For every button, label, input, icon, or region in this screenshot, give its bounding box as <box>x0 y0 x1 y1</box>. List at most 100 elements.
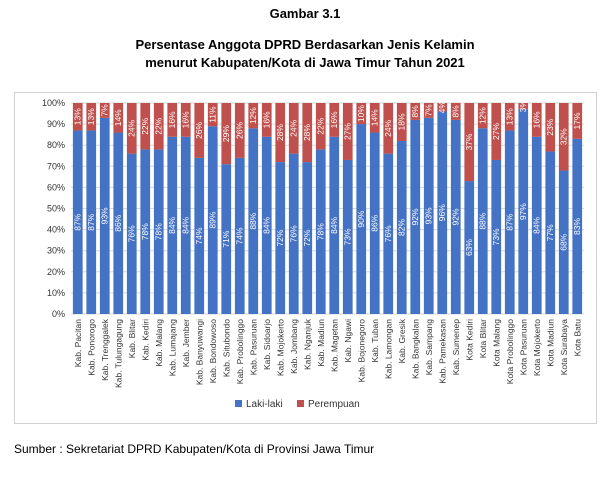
data-label-perempuan: 7% <box>424 104 434 117</box>
legend-label-perempuan: Perempuan <box>308 399 360 410</box>
bar-laki-laki <box>450 119 461 314</box>
bar-laki-laki <box>329 136 340 314</box>
data-label-perempuan: 16% <box>329 111 339 128</box>
bar-perempuan <box>99 103 110 118</box>
bar-perempuan <box>288 103 299 154</box>
bar-perempuan <box>477 103 488 129</box>
bar-perempuan <box>356 103 367 125</box>
bar-laki-laki <box>545 151 556 314</box>
bar-perempuan <box>383 103 394 154</box>
data-label-perempuan: 29% <box>221 125 231 142</box>
data-label-perempuan: 27% <box>491 123 501 140</box>
bar-laki-laki <box>140 149 151 314</box>
bar-laki-laki <box>234 157 245 314</box>
data-label-laki-laki: 76% <box>383 225 393 242</box>
bar-laki-laki <box>275 162 286 314</box>
bar-laki-laki <box>302 162 313 314</box>
y-tick-label: 100% <box>42 98 65 108</box>
data-label-perempuan: 22% <box>154 117 164 134</box>
bar-perempuan <box>423 103 434 118</box>
bar-perempuan <box>315 103 326 150</box>
data-label-perempuan: 16% <box>167 111 177 128</box>
data-label-perempuan: 16% <box>262 111 272 128</box>
bar-laki-laki <box>315 149 326 314</box>
chart-title-line-1: Persentase Anggota DPRD Berdasarkan Jeni… <box>135 37 475 52</box>
data-label-laki-laki: 86% <box>113 214 123 231</box>
data-label-laki-laki: 74% <box>194 227 204 244</box>
data-label-laki-laki: 72% <box>302 229 312 246</box>
bar-laki-laki <box>464 181 475 314</box>
bar-laki-laki <box>113 132 124 314</box>
data-label-laki-laki: 87% <box>505 213 515 230</box>
data-label-perempuan: 37% <box>464 133 474 150</box>
y-tick-label: 20% <box>47 267 65 277</box>
bar-laki-laki <box>72 130 83 314</box>
bar-perempuan <box>342 103 353 160</box>
bar-perempuan <box>248 103 259 129</box>
data-label-laki-laki: 93% <box>100 207 110 224</box>
bar-laki-laki <box>558 170 569 314</box>
bar-laki-laki <box>504 130 515 314</box>
data-label-perempuan: 7% <box>100 104 110 117</box>
data-label-laki-laki: 84% <box>262 216 272 233</box>
bar-laki-laki <box>153 149 164 314</box>
x-tick-label: Kab. Bondowoso <box>208 319 218 384</box>
data-label-perempuan: 26% <box>194 121 204 138</box>
data-label-laki-laki: 84% <box>181 216 191 233</box>
bar-perempuan <box>545 103 556 152</box>
data-label-perempuan: 3% <box>518 100 528 113</box>
figure-label: Gambar 3.1 <box>269 6 341 21</box>
bar-perempuan <box>275 103 286 163</box>
bar-laki-laki <box>207 126 218 315</box>
data-label-laki-laki: 78% <box>154 223 164 240</box>
data-label-laki-laki: 90% <box>356 210 366 227</box>
bar-perempuan <box>234 103 245 158</box>
bar-laki-laki <box>518 109 529 314</box>
data-label-perempuan: 12% <box>478 107 488 124</box>
x-tick-label: Kab. Pasuruan <box>248 319 258 376</box>
x-tick-label: Kab. Malang <box>154 319 164 367</box>
y-tick-label: 10% <box>47 288 65 298</box>
source-note: Sumber : Sekretariat DPRD Kabupaten/Kota… <box>14 442 375 456</box>
x-tick-label: Kab. Tulungagung <box>113 319 123 388</box>
data-label-laki-laki: 84% <box>329 216 339 233</box>
data-label-perempuan: 13% <box>73 108 83 125</box>
x-tick-label: Kab. Magetan <box>329 319 339 372</box>
x-tick-label: Kab. Probolinggo <box>235 319 245 384</box>
stacked-bar-chart: 0% 10% 20% 30% 40% 50% 60% 70% 80% 90% 100% 87% 13% K… <box>42 98 584 410</box>
data-label-laki-laki: 82% <box>397 219 407 236</box>
data-label-laki-laki: 73% <box>343 228 353 245</box>
data-label-laki-laki: 84% <box>167 216 177 233</box>
bar-laki-laki <box>261 136 272 314</box>
x-tick-label: Kota Pasuruan <box>518 319 528 376</box>
data-label-perempuan: 28% <box>302 124 312 141</box>
bar-perempuan <box>491 103 502 160</box>
bar-perempuan <box>167 103 178 137</box>
data-label-perempuan: 14% <box>113 109 123 126</box>
x-tick-label: Kab. Jombang <box>289 319 299 374</box>
x-tick-label: Kab. Bojonegoro <box>356 319 366 383</box>
bar-perempuan <box>180 103 191 137</box>
chart-title-line-2: menurut Kabupaten/Kota di Jawa Timur Tah… <box>145 55 465 70</box>
data-label-laki-laki: 83% <box>572 217 582 234</box>
data-label-perempuan: 22% <box>316 117 326 134</box>
bar-laki-laki <box>248 128 259 314</box>
x-tick-label: Kota Surabaya <box>559 319 569 376</box>
bar-perempuan <box>153 103 164 150</box>
x-tick-label: Kab. Mojokerto <box>275 319 285 376</box>
data-label-perempuan: 11% <box>208 106 218 123</box>
data-label-perempuan: 18% <box>397 113 407 130</box>
bar-laki-laki <box>383 153 394 314</box>
data-label-laki-laki: 73% <box>491 228 501 245</box>
bar-perempuan <box>302 103 313 163</box>
bar-laki-laki <box>491 159 502 314</box>
bar-laki-laki <box>437 111 448 314</box>
data-label-perempuan: 8% <box>451 105 461 118</box>
x-tick-label: Kota Probolinggo <box>505 319 515 384</box>
bar-laki-laki <box>99 117 110 314</box>
data-label-laki-laki: 74% <box>235 227 245 244</box>
bar-perempuan <box>113 103 124 133</box>
data-label-perempuan: 24% <box>383 119 393 136</box>
data-label-perempuan: 23% <box>545 118 555 135</box>
data-label-laki-laki: 93% <box>424 207 434 224</box>
